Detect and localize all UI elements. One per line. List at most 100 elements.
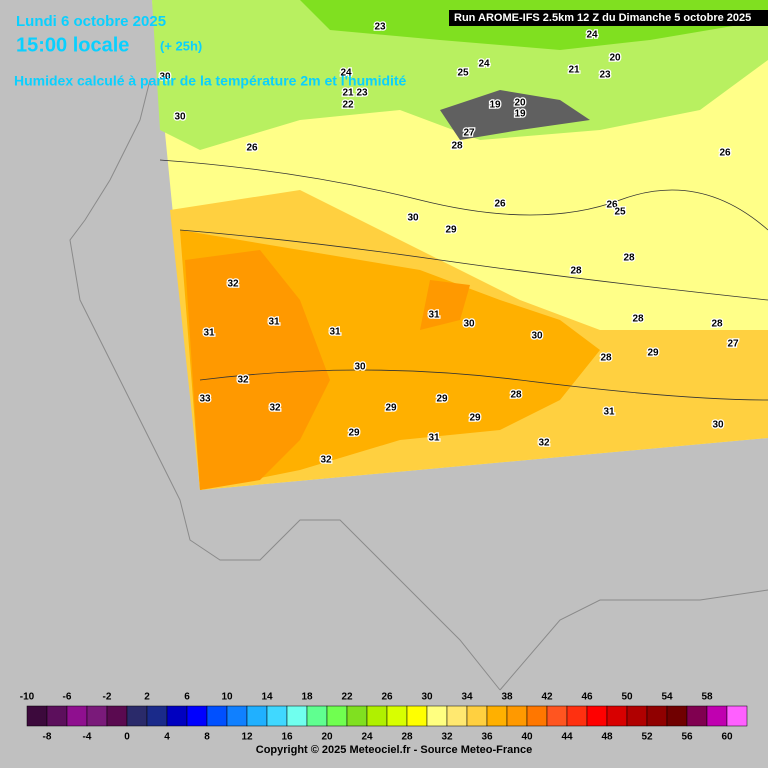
contour-label: 26	[494, 199, 506, 210]
legend-label: 28	[401, 732, 413, 743]
legend-label: 58	[701, 692, 713, 703]
contour-label: 24	[478, 59, 490, 70]
contour-label: 27	[727, 339, 739, 350]
legend-label: 48	[601, 732, 613, 743]
legend-swatch	[86, 705, 108, 727]
legend-label: 24	[361, 732, 373, 743]
coastline	[69, 79, 768, 691]
contour-label: 30	[174, 112, 186, 123]
contour-label: 30	[159, 72, 171, 83]
run-box	[449, 10, 768, 26]
legend-swatch	[186, 705, 208, 727]
contour-label: 24	[340, 68, 352, 79]
contour-label: 25	[614, 207, 626, 218]
legend-swatch	[646, 705, 668, 727]
legend-swatch	[566, 705, 588, 727]
contour-label: 19	[489, 100, 501, 111]
contour-label: 26	[606, 200, 618, 211]
contour-label: 28	[632, 314, 644, 325]
legend-swatch	[266, 705, 288, 727]
legend-label: 16	[281, 732, 293, 743]
legend-label: 8	[204, 732, 210, 743]
legend-swatch	[26, 705, 48, 727]
contour-label: 31	[268, 317, 280, 328]
date: Lundi 6 octobre 2025	[16, 13, 166, 30]
contour-label: 30	[712, 420, 724, 431]
contour-label: 29	[647, 348, 659, 359]
contour-label: 31	[603, 407, 615, 418]
contour-label: 29	[445, 225, 457, 236]
contour-label: 24	[586, 30, 598, 41]
legend-swatch	[306, 705, 328, 727]
time: 15:00 locale	[16, 34, 129, 56]
legend-label: 38	[501, 692, 513, 703]
legend-swatch	[606, 705, 628, 727]
contour-label: 32	[269, 403, 281, 414]
legend-swatch	[106, 705, 128, 727]
contour-label: 21	[568, 65, 580, 76]
legend-swatch	[686, 705, 708, 727]
legend-label: 46	[581, 692, 593, 703]
legend-swatch	[626, 705, 648, 727]
legend-label: 26	[381, 692, 393, 703]
contour-label: 29	[348, 428, 360, 439]
legend-label: 52	[641, 732, 653, 743]
contour-label: 21	[342, 88, 354, 99]
legend-label: 20	[321, 732, 333, 743]
legend-swatch	[346, 705, 368, 727]
legend-label: 34	[461, 692, 473, 703]
contour-label: 20	[514, 98, 526, 109]
legend-label: 44	[561, 732, 573, 743]
legend-swatch	[146, 705, 168, 727]
contour-label: 26	[719, 148, 731, 159]
legend-swatch	[486, 705, 508, 727]
legend-label: -2	[103, 692, 112, 703]
legend-swatch	[466, 705, 488, 727]
contour-label: 19	[514, 109, 526, 120]
legend-label: 12	[241, 732, 253, 743]
copyright: Copyright © 2025 Meteociel.fr - Source M…	[256, 744, 532, 756]
legend-label: -6	[63, 692, 72, 703]
legend-swatch	[166, 705, 188, 727]
contour-label: 23	[599, 70, 611, 81]
contour-label: 28	[600, 353, 612, 364]
legend-swatch	[666, 705, 688, 727]
contour-label: 27	[463, 128, 475, 139]
legend-label: 40	[521, 732, 533, 743]
legend-swatch	[406, 705, 428, 727]
legend-swatch	[126, 705, 148, 727]
lead: (+ 25h)	[160, 38, 202, 53]
legend-swatch	[546, 705, 568, 727]
contour-label: 29	[385, 403, 397, 414]
legend-swatch	[446, 705, 468, 727]
legend-label: -8	[43, 732, 52, 743]
legend-swatch	[586, 705, 608, 727]
contour-label: 22	[342, 100, 354, 111]
legend-label: 60	[721, 732, 733, 743]
contour-label: 30	[407, 213, 419, 224]
contour-label: 28	[711, 319, 723, 330]
legend-swatch	[386, 705, 408, 727]
contour-label: 25	[457, 68, 469, 79]
legend-label: 22	[341, 692, 353, 703]
legend-swatch	[326, 705, 348, 727]
legend-label: 32	[441, 732, 453, 743]
contour-label: 23	[374, 22, 386, 33]
legend-swatch	[426, 705, 448, 727]
contour-label: 29	[436, 394, 448, 405]
legend-swatch	[366, 705, 388, 727]
legend-label: 6	[184, 692, 190, 703]
contour-label: 30	[531, 331, 543, 342]
contour-label: 30	[463, 319, 475, 330]
legend-swatch	[506, 705, 528, 727]
legend-label: 4	[164, 732, 170, 743]
legend-swatch	[286, 705, 308, 727]
legend-swatch	[726, 705, 748, 727]
contour-label: 31	[329, 327, 341, 338]
legend-label: 42	[541, 692, 553, 703]
contour-label: 31	[428, 433, 440, 444]
contour-label: 32	[320, 455, 332, 466]
contour-label: 32	[237, 375, 249, 386]
